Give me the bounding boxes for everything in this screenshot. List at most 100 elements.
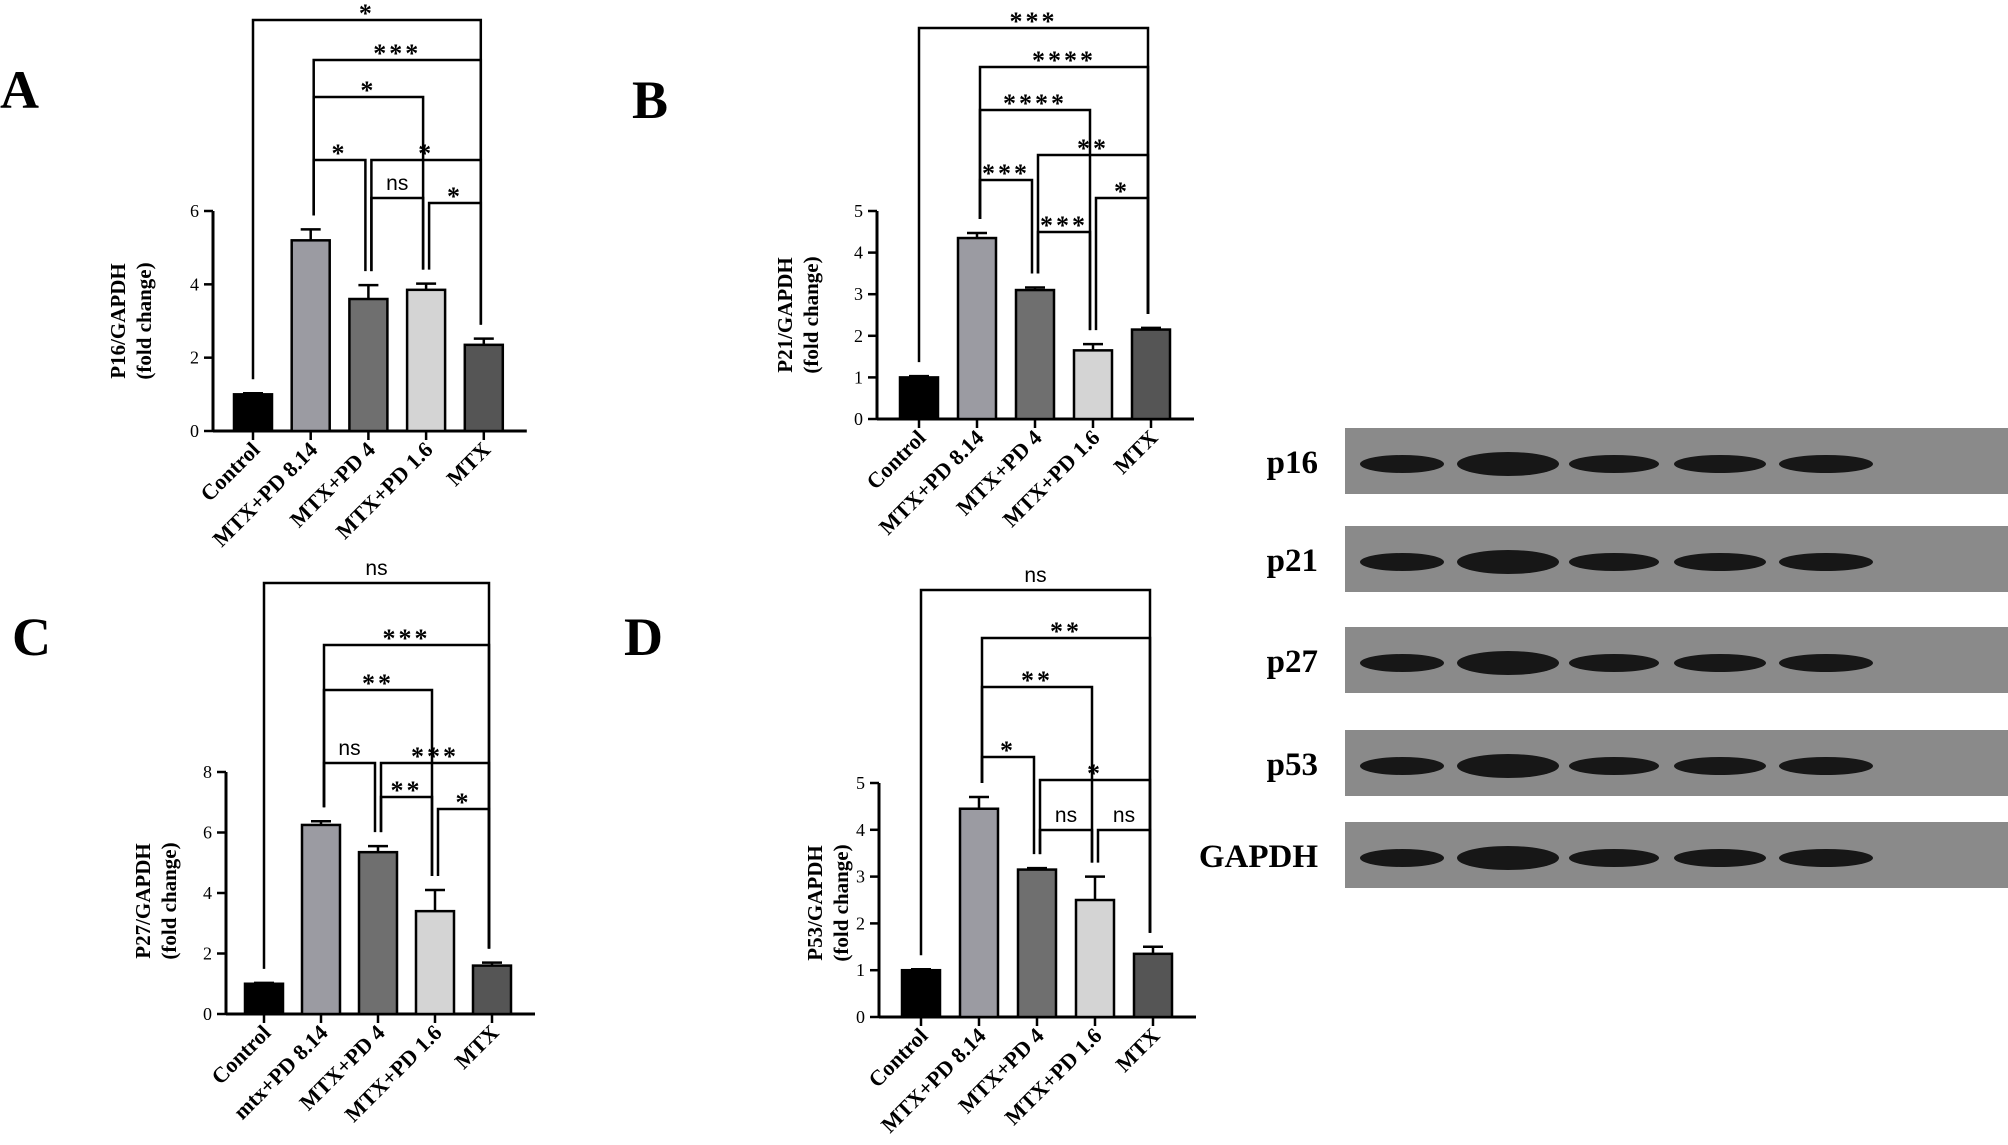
bar [1016, 868, 1058, 1019]
significance-bracket [322, 761, 377, 833]
y-tick-label: 4 [854, 243, 863, 263]
significance-bracket [322, 688, 434, 876]
blot-band [1569, 654, 1659, 672]
panel-letter: A [0, 60, 39, 120]
bar [300, 823, 342, 1016]
significance-bracket [379, 795, 434, 876]
blot-strip [1345, 526, 2008, 592]
y-axis-label: P53/GAPDH [803, 845, 827, 961]
bar [243, 982, 285, 1016]
y-tick-label: 8 [203, 762, 212, 782]
bar [348, 297, 389, 433]
blot-band [1569, 553, 1659, 571]
significance-bracket [1036, 230, 1092, 331]
blot-band [1360, 553, 1444, 571]
bar [956, 236, 998, 421]
bar [357, 850, 399, 1016]
significance-bracket [312, 95, 425, 270]
bar [1074, 898, 1116, 1019]
significance-label: ** [1021, 666, 1053, 695]
significance-label: * [360, 76, 376, 105]
blot-band [1569, 757, 1659, 775]
y-tick-label: 6 [190, 201, 199, 221]
bar [1130, 328, 1172, 421]
blot-label: p21 [1267, 543, 1318, 579]
significance-label: **** [1003, 89, 1067, 118]
y-tick-label: 6 [203, 823, 212, 843]
significance-label: ns [1055, 804, 1077, 827]
significance-bracket [978, 178, 1034, 274]
significance-label: ns [365, 557, 387, 580]
significance-label: *** [1010, 7, 1058, 36]
significance-label: * [1114, 177, 1130, 206]
bar [232, 393, 274, 433]
category-label: MTX [1111, 1023, 1165, 1077]
significance-bracket [980, 685, 1094, 863]
bar [898, 376, 940, 421]
y-tick-label: 0 [190, 421, 199, 441]
y-tick-label: 0 [203, 1004, 212, 1024]
blot-band [1360, 849, 1444, 867]
y-tick-label: 4 [856, 820, 865, 840]
y-tick-label: 3 [856, 867, 865, 887]
y-tick-label: 4 [203, 883, 212, 903]
blot-band [1779, 553, 1873, 571]
bar [958, 807, 1000, 1019]
y-tick-label: 2 [854, 326, 863, 346]
y-tick-label: 5 [856, 773, 865, 793]
blot-label: p53 [1267, 747, 1318, 783]
bar [290, 239, 331, 433]
blot-band [1569, 849, 1659, 867]
y-tick-label: 4 [190, 274, 199, 294]
y-tick-label: 5 [854, 201, 863, 221]
y-axis-label-unit: (fold change) [157, 842, 181, 959]
significance-bracket [980, 636, 1152, 933]
blot-band [1457, 754, 1559, 778]
significance-bracket [980, 755, 1036, 855]
significance-label: *** [1040, 211, 1088, 240]
significance-bracket [1094, 196, 1150, 331]
blot-label: p27 [1267, 644, 1318, 680]
blot-band [1569, 455, 1659, 473]
significance-bracket [1096, 828, 1152, 933]
significance-label: ** [391, 776, 423, 805]
significance-label: ns [386, 172, 408, 195]
significance-bracket [370, 196, 425, 272]
category-label: MTX [441, 437, 495, 491]
bar [1014, 288, 1056, 421]
y-axis-label: P21/GAPDH [773, 257, 797, 373]
blot-strip [1345, 627, 2008, 693]
blot-strip [1345, 730, 2008, 796]
blot-band [1674, 553, 1766, 571]
y-tick-label: 2 [190, 348, 199, 368]
significance-label: * [456, 788, 472, 817]
significance-label: ** [362, 669, 394, 698]
significance-label: * [359, 0, 375, 28]
blot-band [1674, 654, 1766, 672]
y-tick-label: 3 [854, 284, 863, 304]
blot-label: GAPDH [1199, 839, 1318, 875]
significance-label: * [1000, 736, 1016, 765]
significance-bracket [427, 201, 483, 325]
blot-band [1457, 651, 1559, 675]
bar [1132, 952, 1174, 1019]
significance-label: ** [1077, 134, 1109, 163]
significance-label: * [418, 139, 434, 168]
bar [414, 909, 456, 1016]
y-tick-label: 1 [856, 960, 865, 980]
y-axis-label: P27/GAPDH [131, 843, 155, 959]
bar [900, 968, 942, 1019]
significance-label: * [332, 139, 348, 168]
blot-band [1360, 654, 1444, 672]
significance-label: ns [1113, 804, 1135, 827]
bar [471, 964, 513, 1016]
y-tick-label: 0 [854, 409, 863, 429]
blot-band [1674, 849, 1766, 867]
significance-label: *** [982, 159, 1030, 188]
significance-bracket [312, 158, 367, 272]
blot-band [1779, 757, 1873, 775]
bar [463, 343, 505, 433]
